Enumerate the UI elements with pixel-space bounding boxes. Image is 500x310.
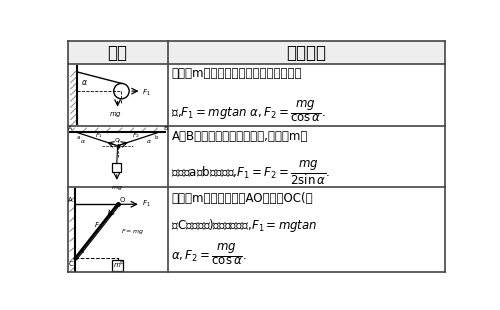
Text: B: B xyxy=(163,126,167,131)
Text: 上,$F_1=mgtan\ \alpha,F_2=\dfrac{mg}{\cos\alpha}.$: 上,$F_1=mgtan\ \alpha,F_2=\dfrac{mg}{\cos… xyxy=(172,100,326,124)
Text: $\alpha$: $\alpha$ xyxy=(79,247,86,255)
Text: A: A xyxy=(68,197,73,203)
Text: O: O xyxy=(115,139,120,144)
Text: $F_1$: $F_1$ xyxy=(142,199,151,209)
Text: $\alpha,F_2=\dfrac{mg}{\cos\alpha}.$: $\alpha,F_2=\dfrac{mg}{\cos\alpha}.$ xyxy=(172,243,248,268)
Text: $F=mg$: $F=mg$ xyxy=(120,227,144,236)
Text: $F_1$: $F_1$ xyxy=(142,87,151,98)
Text: $mg$: $mg$ xyxy=(111,184,122,192)
Text: 质量为m的光滑小球被悬挂靠在竖直墙壁: 质量为m的光滑小球被悬挂靠在竖直墙壁 xyxy=(172,67,302,80)
Text: $F_2$: $F_2$ xyxy=(94,221,102,231)
Text: 物体被a、b两线拉住,$F_1=F_2=\dfrac{mg}{2\sin\alpha}.$: 物体被a、b两线拉住,$F_1=F_2=\dfrac{mg}{2\sin\alp… xyxy=(172,160,330,187)
Text: a: a xyxy=(77,135,80,140)
Text: $\alpha$: $\alpha$ xyxy=(80,78,87,87)
Text: C: C xyxy=(68,260,73,267)
Text: $\alpha$: $\alpha$ xyxy=(80,138,86,145)
Text: 实例: 实例 xyxy=(108,44,128,62)
Bar xyxy=(112,163,122,172)
Bar xyxy=(112,260,123,271)
Text: b: b xyxy=(155,135,158,140)
Text: A: A xyxy=(68,126,72,131)
Bar xyxy=(68,41,445,64)
Text: m: m xyxy=(114,262,121,268)
Text: A、B两点位于同一水平面上,质量为m的: A、B两点位于同一水平面上,质量为m的 xyxy=(172,130,308,143)
Text: O: O xyxy=(119,197,124,203)
Text: $F_2$: $F_2$ xyxy=(132,131,140,140)
Text: 绕C自由转动)的作用而静止,$F_1=mgtan$: 绕C自由转动)的作用而静止,$F_1=mgtan$ xyxy=(172,217,318,234)
Text: 分解结果: 分解结果 xyxy=(286,44,326,62)
Text: $mg$: $mg$ xyxy=(109,110,122,119)
Text: 质量为m的物体受细绳AO和轻杆OC(可: 质量为m的物体受细绳AO和轻杆OC(可 xyxy=(172,192,313,205)
Text: $F_1$: $F_1$ xyxy=(95,131,103,140)
Text: $\alpha$: $\alpha$ xyxy=(146,138,152,145)
Text: B: B xyxy=(119,260,124,265)
